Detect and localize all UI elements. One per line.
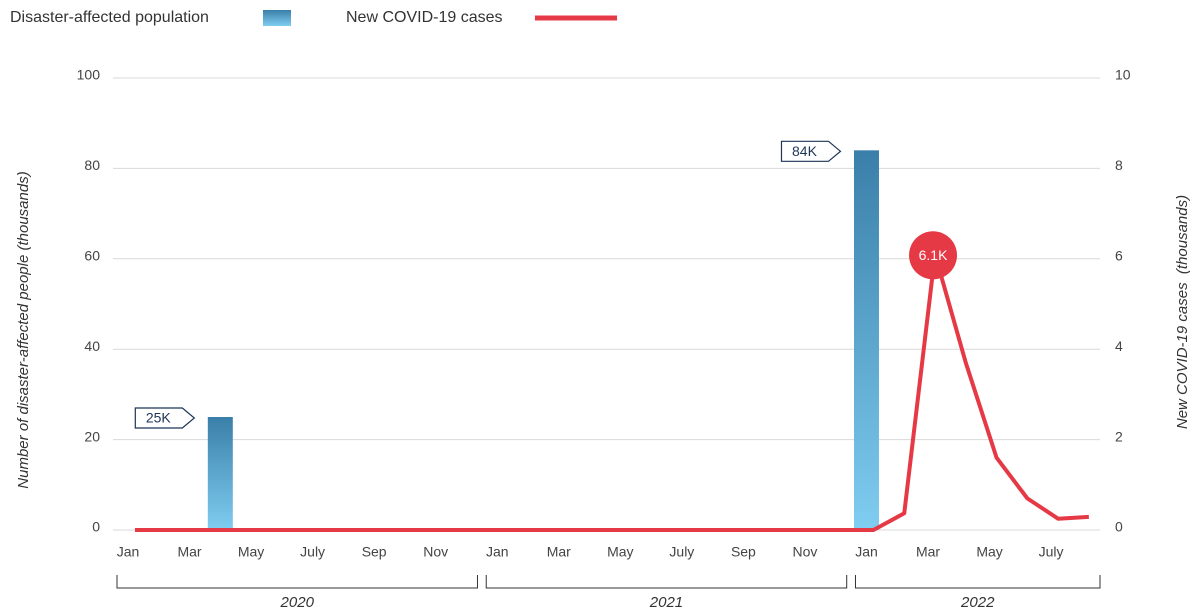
year-bracket xyxy=(116,575,478,589)
x-tick-label: Jan xyxy=(855,544,878,560)
line xyxy=(135,252,1089,532)
legend-label: New COVID-19 cases xyxy=(346,9,503,26)
x-tick-label: Jan xyxy=(486,544,509,560)
x-tick-label: July xyxy=(669,544,694,560)
data-label: 84K xyxy=(792,143,818,159)
bar xyxy=(853,150,879,530)
y2-tick-label: 6 xyxy=(1115,248,1123,264)
x-tick-label: Mar xyxy=(547,544,571,560)
data-label-bubble xyxy=(909,231,958,280)
legend-label: Disaster-affected population xyxy=(10,9,209,26)
data-label: 6.1K xyxy=(919,247,948,263)
x-tick-label: July xyxy=(300,544,325,560)
y2-tick-label: 2 xyxy=(1115,428,1123,444)
y-tick-label: 20 xyxy=(84,428,100,444)
y2-axis-label: New COVID-19 cases (thousands) xyxy=(1174,195,1191,429)
y2-tick-label: 0 xyxy=(1115,519,1123,535)
legend-swatch xyxy=(263,10,291,26)
x-tick-label: July xyxy=(1039,544,1064,560)
y-tick-label: 100 xyxy=(77,67,101,83)
y-tick-label: 0 xyxy=(92,519,100,535)
year-bracket xyxy=(485,575,848,589)
y-axis-label: Number of disaster-affected people (thou… xyxy=(15,171,32,488)
x-tick-label: May xyxy=(238,544,264,560)
y-tick-label: 60 xyxy=(84,248,100,264)
y-tick-label: 80 xyxy=(84,157,100,173)
y-tick-label: 40 xyxy=(84,338,100,354)
y2-tick-label: 10 xyxy=(1115,67,1131,83)
x-tick-label: Jan xyxy=(117,544,140,560)
x-tick-label: May xyxy=(607,544,633,560)
x-tick-label: Mar xyxy=(916,544,940,560)
year-label: 2021 xyxy=(649,594,683,611)
x-tick-label: Nov xyxy=(792,544,817,560)
y2-tick-label: 4 xyxy=(1115,338,1123,354)
x-tick-label: Sep xyxy=(731,544,756,560)
data-label: 25K xyxy=(146,410,172,426)
x-tick-label: May xyxy=(976,544,1002,560)
year-bracket xyxy=(854,575,1101,589)
callout-box xyxy=(134,407,196,429)
x-tick-label: Mar xyxy=(177,544,201,560)
x-tick-label: Nov xyxy=(423,544,448,560)
callout-box xyxy=(780,140,842,162)
x-tick-label: Sep xyxy=(362,544,387,560)
bar xyxy=(207,417,233,530)
y2-tick-label: 8 xyxy=(1115,157,1123,173)
year-label: 2022 xyxy=(960,594,995,611)
year-label: 2020 xyxy=(280,594,315,611)
